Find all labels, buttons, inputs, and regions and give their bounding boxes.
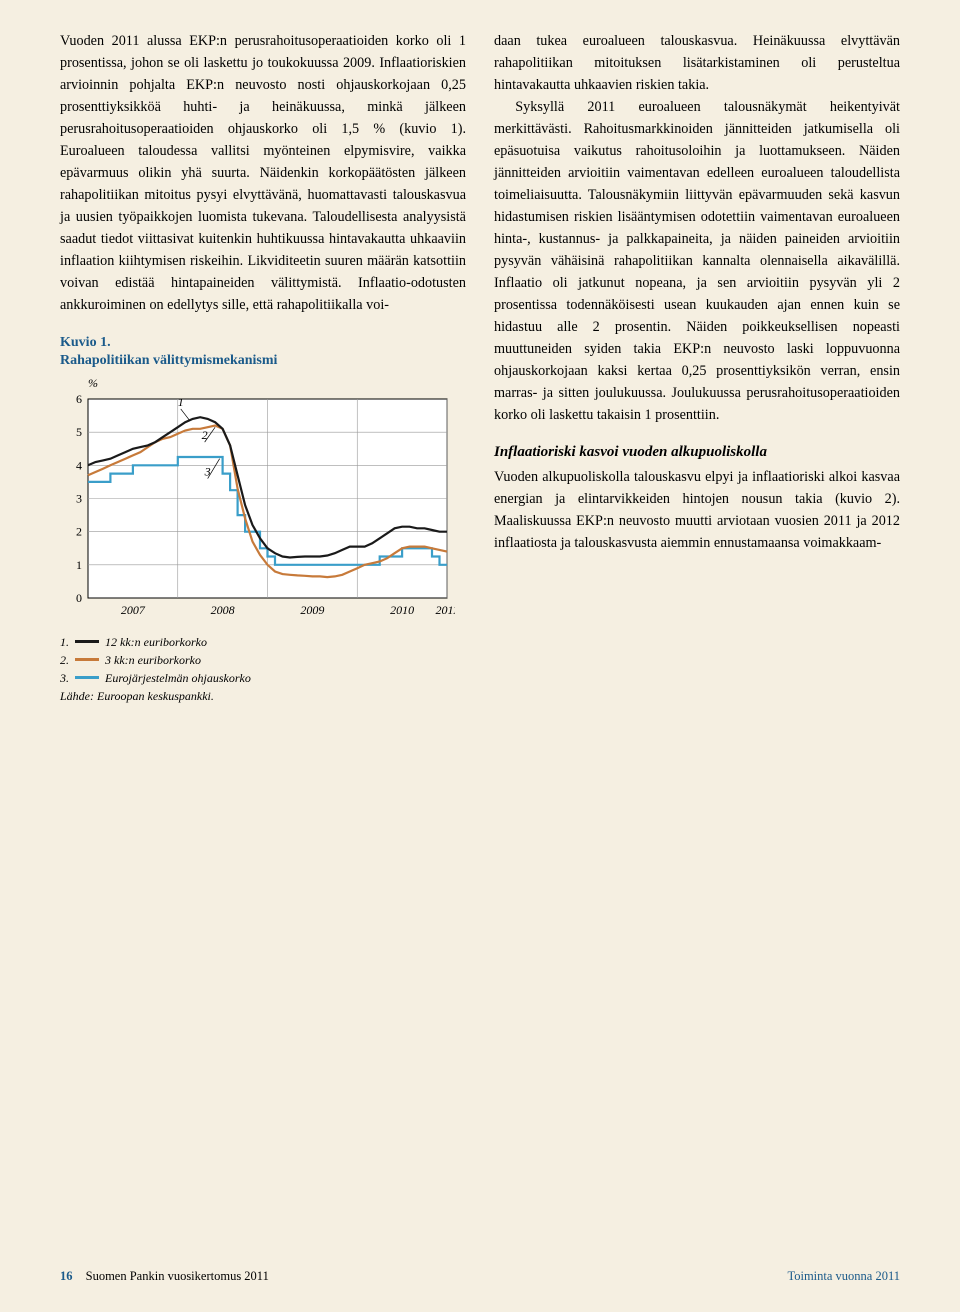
page-number: 16 <box>60 1269 73 1283</box>
legend-item-2: 2. 3 kk:n euriborkorko <box>60 651 455 669</box>
right-para-2: Syksyllä 2011 euroalueen talousnäkymät h… <box>494 96 900 426</box>
left-body-text: Vuoden 2011 alussa EKP:n perusrahoitusop… <box>60 30 466 316</box>
svg-text:2: 2 <box>202 428 208 442</box>
footer-left: 16 Suomen Pankin vuosikertomus 2011 <box>60 1269 269 1284</box>
svg-text:2010: 2010 <box>390 603 414 617</box>
subheading: Inflaatioriski kasvoi vuoden alkupuolisk… <box>494 442 900 462</box>
right-column: daan tukea euroalueen talouskasvua. Hein… <box>494 30 900 705</box>
legend-item-3: 3. Eurojärjestelmän ohjauskorko <box>60 669 455 687</box>
chart-source: Lähde: Euroopan keskuspankki. <box>60 687 455 705</box>
chart-ylabel: % <box>88 374 455 393</box>
svg-text:6: 6 <box>76 395 82 406</box>
page-footer: 16 Suomen Pankin vuosikertomus 2011 Toim… <box>60 1269 900 1284</box>
chart-canvas: 0 1 2 3 4 5 6 2007 2008 2009 2010 2011 1 2 3 <box>60 395 455 620</box>
right-para-1: daan tukea euroalueen talouskasvua. Hein… <box>494 30 900 96</box>
legend-swatch-1 <box>75 640 99 643</box>
left-column: Vuoden 2011 alussa EKP:n perusrahoitusop… <box>60 30 466 705</box>
svg-text:1: 1 <box>178 395 184 409</box>
svg-text:2011: 2011 <box>435 603 455 617</box>
chart-legend: 1. 12 kk:n euriborkorko 2. 3 kk:n euribo… <box>60 633 455 705</box>
svg-text:2: 2 <box>76 525 82 539</box>
svg-text:3: 3 <box>76 491 82 505</box>
chart-title: Kuvio 1. Rahapolitiikan välittymismekani… <box>60 334 455 370</box>
legend-swatch-2 <box>75 658 99 661</box>
chart-kuvio-1: Kuvio 1. Rahapolitiikan välittymismekani… <box>60 334 455 705</box>
svg-text:2007: 2007 <box>121 603 146 617</box>
svg-text:2009: 2009 <box>300 603 324 617</box>
footer-right: Toiminta vuonna 2011 <box>787 1269 900 1284</box>
svg-text:2008: 2008 <box>211 603 235 617</box>
svg-text:5: 5 <box>76 425 82 439</box>
footer-left-text: Suomen Pankin vuosikertomus 2011 <box>86 1269 269 1283</box>
legend-swatch-3 <box>75 676 99 679</box>
svg-text:0: 0 <box>76 591 82 605</box>
right-para-3: Vuoden alkupuoliskolla talouskasvu elpyi… <box>494 466 900 554</box>
legend-item-1: 1. 12 kk:n euriborkorko <box>60 633 455 651</box>
svg-text:3: 3 <box>204 465 211 479</box>
svg-text:4: 4 <box>76 458 82 472</box>
svg-text:1: 1 <box>76 558 82 572</box>
